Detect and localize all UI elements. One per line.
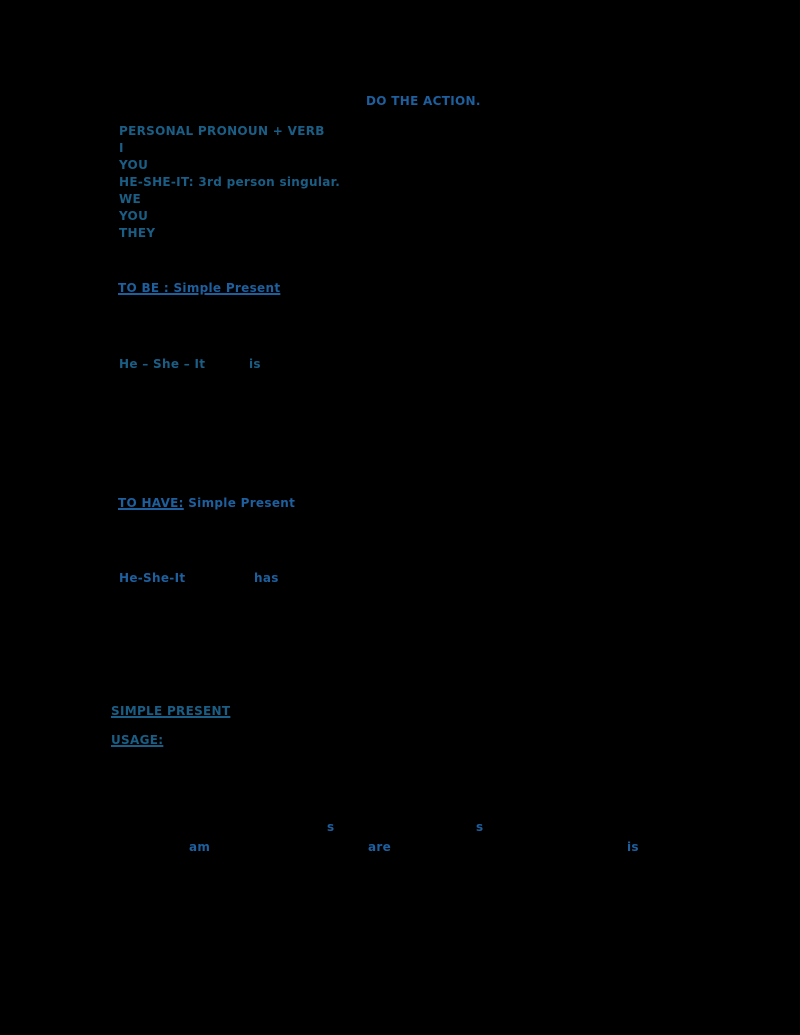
to-have-title-underlined: TO HAVE: [118, 496, 184, 510]
pronoun-you: YOU [119, 158, 149, 172]
pronoun-we: WE [119, 192, 142, 206]
usage-label: USAGE: [111, 733, 164, 747]
pronoun-you-plural: YOU [119, 209, 149, 223]
to-be-subject: He – She – It [119, 357, 206, 371]
to-be-verb: is [249, 357, 261, 371]
to-be-title: TO BE : Simple Present [118, 281, 281, 295]
fragment-am: am [189, 840, 211, 854]
to-have-title-rest: Simple Present [183, 496, 296, 510]
heading: DO THE ACTION. [366, 94, 481, 108]
pronoun-i: I [119, 141, 124, 155]
fragment-are: are [368, 840, 392, 854]
pronoun-title: PERSONAL PRONOUN + VERB [119, 124, 325, 138]
simple-present-title: SIMPLE PRESENT [111, 704, 231, 718]
fragment-s-1: s [327, 820, 335, 834]
fragment-s-2: s [476, 820, 484, 834]
to-have-verb: has [254, 571, 279, 585]
to-have-subject: He-She-It [119, 571, 186, 585]
pronoun-he-she-it: HE-SHE-IT: 3rd person singular. [119, 175, 341, 189]
fragment-is: is [627, 840, 639, 854]
to-have-title: TO HAVE: Simple Present [118, 496, 295, 510]
pronoun-they: THEY [119, 226, 156, 240]
